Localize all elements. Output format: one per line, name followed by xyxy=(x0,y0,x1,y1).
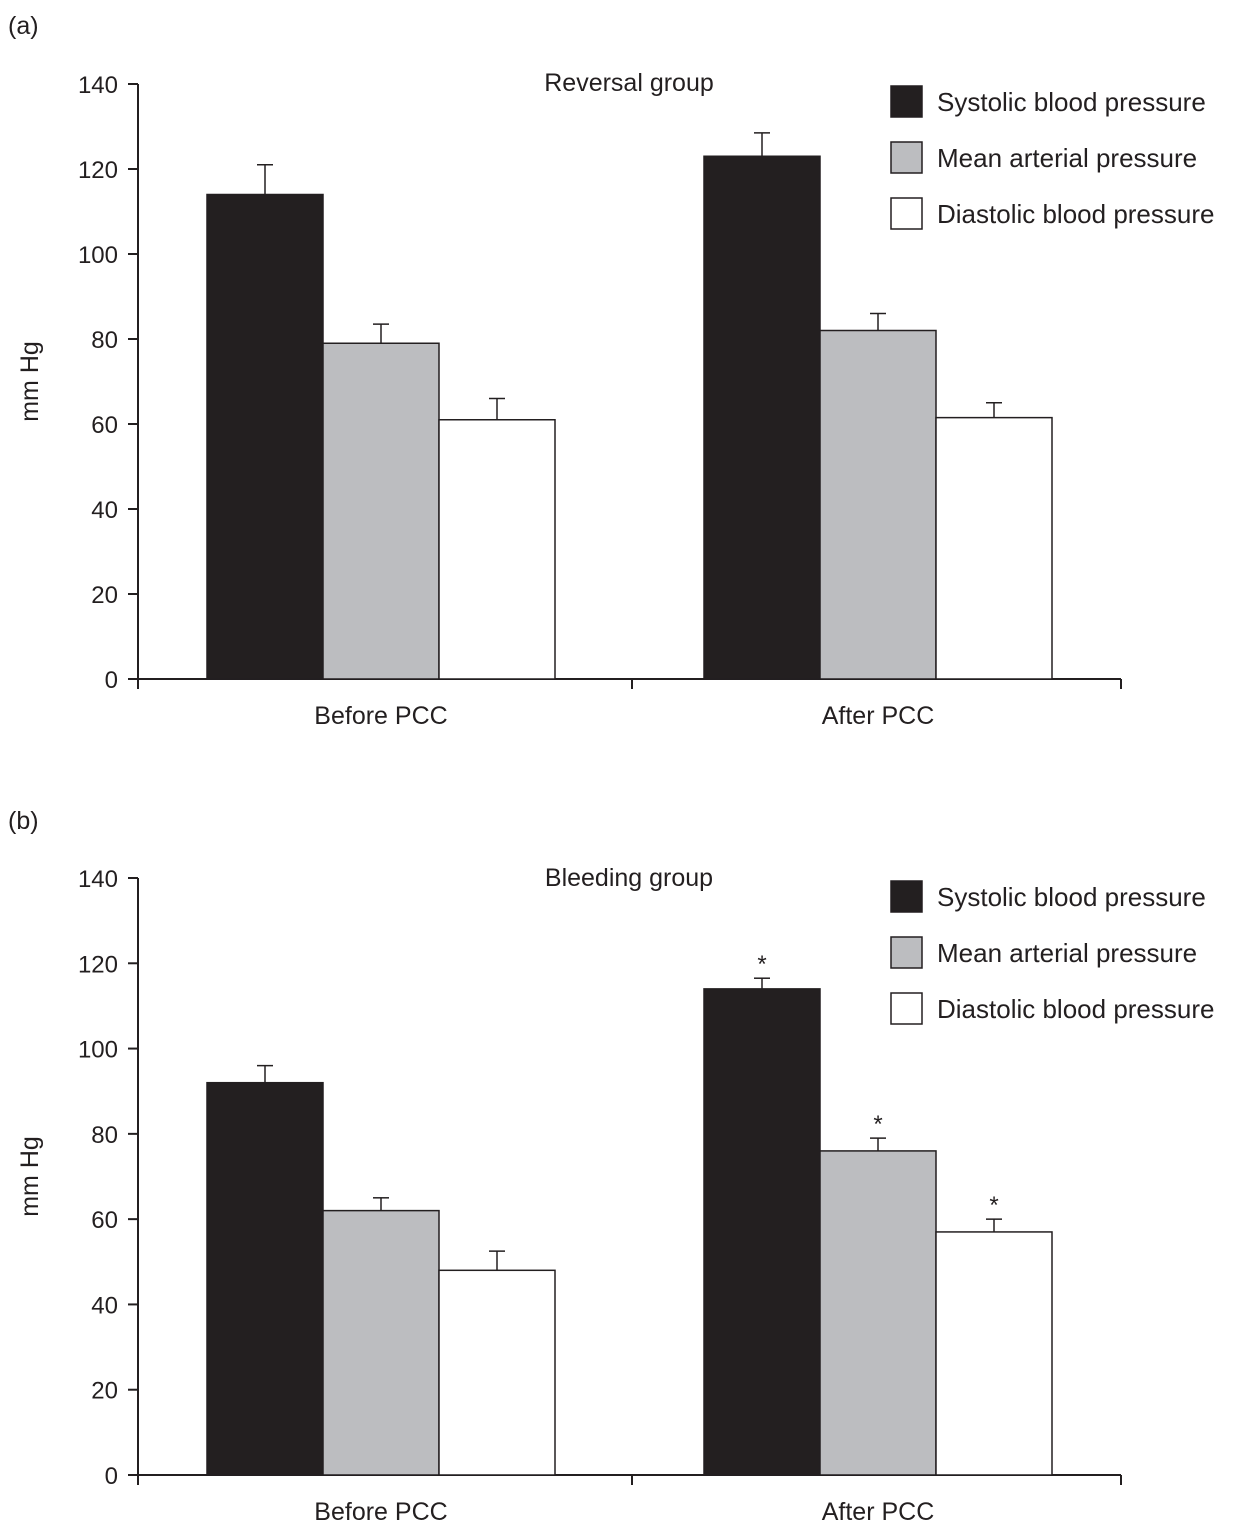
bar xyxy=(438,1269,556,1476)
panel-label: (b) xyxy=(8,807,39,835)
bar xyxy=(322,1209,440,1476)
y-tick-label: 140 xyxy=(78,72,118,99)
legend-swatch xyxy=(890,880,923,913)
legend-label: Diastolic blood pressure xyxy=(937,199,1214,229)
y-tick-label: 20 xyxy=(91,1378,118,1405)
x-tick-label: Before PCC xyxy=(314,702,447,730)
y-tick-label: 60 xyxy=(91,1207,118,1234)
legend-swatch xyxy=(890,992,923,1025)
chart-panel-a: (a) Reversal group mm Hg 0 20 40 60 80 100 120 140… xyxy=(8,12,1214,730)
y-tick-label: 140 xyxy=(78,866,118,893)
significance-marker: * xyxy=(757,951,766,978)
y-tick-label: 0 xyxy=(105,667,118,694)
bar xyxy=(819,1150,937,1476)
significance-marker: * xyxy=(989,1192,998,1219)
bar xyxy=(206,193,324,680)
bar xyxy=(206,1081,324,1476)
legend-swatch xyxy=(890,197,923,230)
bar xyxy=(935,1231,1053,1476)
legend-label: Mean arterial pressure xyxy=(937,143,1197,173)
y-tick-label: 20 xyxy=(91,582,118,609)
legend-swatch xyxy=(890,936,923,969)
bar xyxy=(819,329,937,680)
y-tick-label: 0 xyxy=(105,1463,118,1490)
y-tick-label: 40 xyxy=(91,1292,118,1319)
legend-label: Mean arterial pressure xyxy=(937,938,1197,968)
y-tick-label: 120 xyxy=(78,157,118,184)
significance-marker: * xyxy=(873,1111,882,1138)
legend-label: Systolic blood pressure xyxy=(937,882,1206,912)
y-tick-label: 60 xyxy=(91,412,118,439)
bar xyxy=(703,155,821,680)
y-tick-label: 80 xyxy=(91,1122,118,1149)
bar xyxy=(703,988,821,1476)
x-tick-label: After PCC xyxy=(822,1498,935,1526)
y-tick-label: 80 xyxy=(91,327,118,354)
y-axis-title: mm Hg xyxy=(16,341,44,422)
x-tick-label: Before PCC xyxy=(314,1498,447,1526)
panel-label: (a) xyxy=(8,12,39,40)
chart-panel-b: (b) Bleeding group mm Hg 0 20 40 60 80 100 120 140… xyxy=(8,807,1214,1526)
bar xyxy=(438,419,556,680)
chart-title: Bleeding group xyxy=(545,864,713,892)
y-tick-label: 120 xyxy=(78,951,118,978)
x-tick-label: After PCC xyxy=(822,702,935,730)
y-tick-label: 40 xyxy=(91,497,118,524)
legend-label: Diastolic blood pressure xyxy=(937,994,1214,1024)
legend-swatch xyxy=(890,85,923,118)
bar xyxy=(322,342,440,680)
legend-swatch xyxy=(890,141,923,174)
legend-label: Systolic blood pressure xyxy=(937,87,1206,117)
bar xyxy=(935,416,1053,680)
chart-title: Reversal group xyxy=(544,69,714,97)
y-tick-label: 100 xyxy=(78,242,118,269)
y-axis-title: mm Hg xyxy=(16,1136,44,1217)
y-tick-label: 100 xyxy=(78,1037,118,1064)
